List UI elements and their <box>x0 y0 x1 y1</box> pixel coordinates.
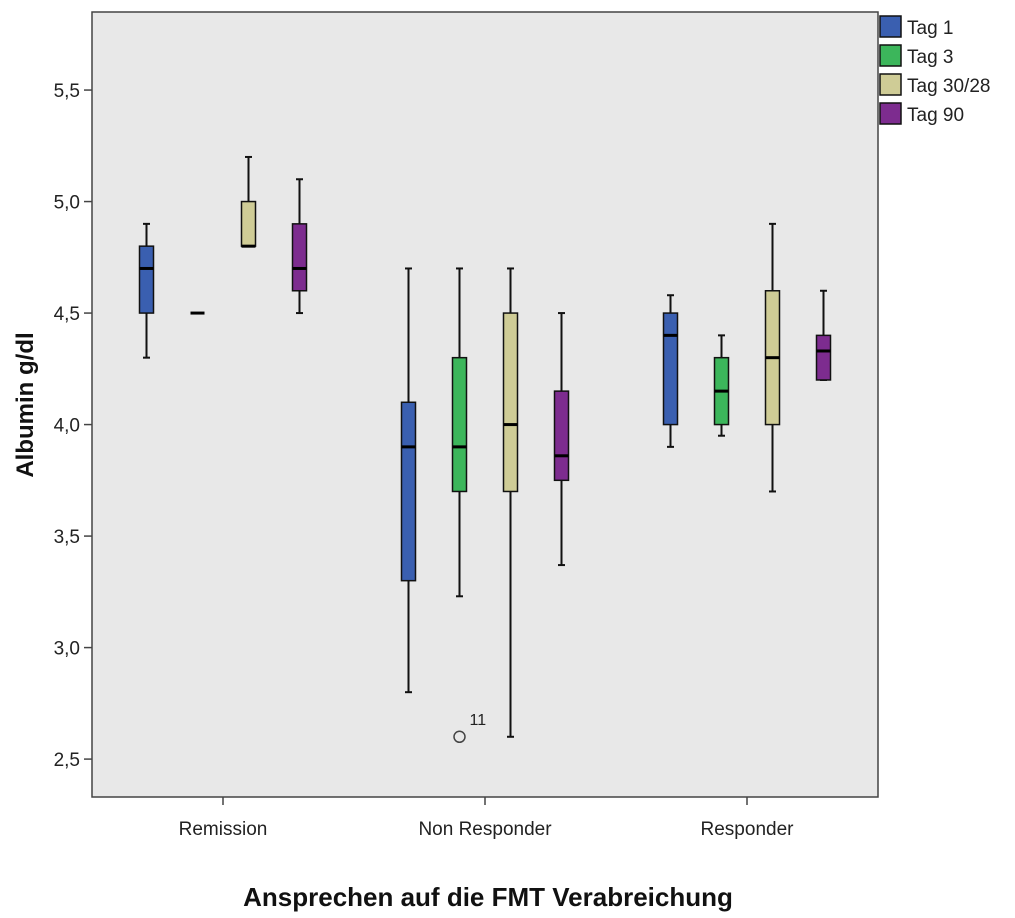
box-iqr <box>138 245 155 314</box>
outlier-point <box>453 730 466 744</box>
box <box>400 267 417 694</box>
box-iqr <box>291 223 308 292</box>
box-iqr <box>400 401 417 582</box>
box <box>138 222 155 359</box>
legend-swatch <box>879 102 902 125</box>
legend-label: Tag 1 <box>907 18 953 39</box>
box <box>291 178 308 315</box>
x-tick-label: Remission <box>179 819 268 840</box>
outlier-label: 11 <box>470 712 487 729</box>
box <box>502 267 519 738</box>
box <box>713 334 730 437</box>
legend-label: Tag 30/28 <box>907 76 990 97</box>
y-tick-label: 5,0 <box>54 193 80 214</box>
y-tick-label: 4,0 <box>54 416 80 437</box>
box-iqr <box>240 200 257 247</box>
box: 11 <box>451 267 487 744</box>
x-tick-label: Non Responder <box>418 819 552 840</box>
y-tick-label: 2,5 <box>54 750 80 771</box>
legend-label: Tag 3 <box>907 47 953 68</box>
y-axis: 2,5 3,0 3,5 4,0 4,5 5,0 5,5 <box>54 81 92 771</box>
box <box>553 312 570 567</box>
box-iqr <box>451 356 468 493</box>
x-axis-title: Ansprechen auf die FMT Verabreichung <box>243 882 733 912</box>
x-tick-label: Responder <box>701 819 795 840</box>
plot-area <box>91 11 879 798</box>
legend-swatch <box>879 44 902 67</box>
legend: Tag 1 Tag 3 Tag 30/28 Tag 90 <box>879 15 990 126</box>
legend-swatch <box>879 15 902 38</box>
legend-swatch <box>879 73 902 96</box>
box-iqr <box>662 312 679 426</box>
box <box>815 289 832 381</box>
box <box>764 222 781 493</box>
box-series: 11 <box>138 155 832 744</box>
box <box>662 294 679 448</box>
x-axis: Remission Non Responder Responder <box>179 797 794 840</box>
y-axis-title: Albumin g/dl <box>12 332 39 477</box>
legend-label: Tag 90 <box>907 105 964 126</box>
y-tick-label: 4,5 <box>54 304 80 325</box>
box <box>240 155 257 248</box>
y-tick-label: 3,5 <box>54 527 80 548</box>
box-iqr <box>553 390 570 482</box>
box-iqr <box>502 312 519 493</box>
y-tick-label: 3,0 <box>54 639 80 660</box>
box-iqr <box>815 334 832 381</box>
y-tick-label: 5,5 <box>54 81 80 102</box>
